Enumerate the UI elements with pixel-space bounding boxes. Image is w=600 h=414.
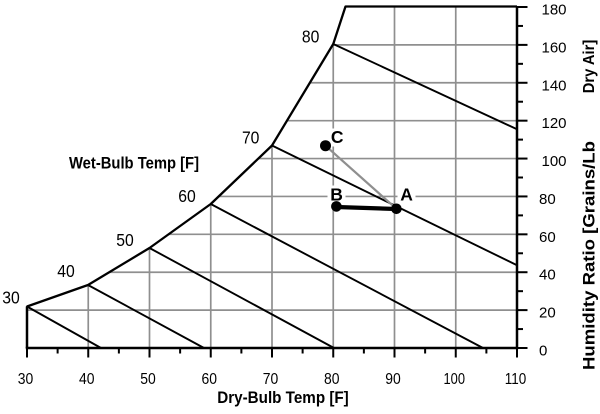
svg-text:50: 50 [116,230,134,250]
svg-text:40: 40 [539,267,556,284]
svg-text:40: 40 [79,371,95,388]
svg-text:80: 80 [539,191,556,208]
svg-text:70: 70 [242,128,260,148]
svg-text:70: 70 [263,371,279,388]
svg-text:A: A [400,185,413,205]
svg-text:90: 90 [385,371,401,388]
svg-text:60: 60 [539,229,556,246]
svg-text:60: 60 [178,186,196,206]
svg-text:110: 110 [505,371,527,388]
svg-text:100: 100 [542,153,567,170]
svg-text:80: 80 [324,371,340,388]
svg-text:30: 30 [18,371,34,388]
svg-text:180: 180 [542,2,567,19]
svg-text:60: 60 [202,371,218,388]
svg-text:140: 140 [542,77,567,94]
svg-text:50: 50 [140,371,156,388]
svg-text:120: 120 [542,115,567,132]
svg-text:160: 160 [542,39,567,56]
svg-text:Humidity Ratio [Grains/Lb: Humidity Ratio [Grains/Lb [580,141,599,370]
svg-text:20: 20 [539,305,556,322]
svg-text:C: C [331,127,344,147]
svg-text:Dry-Bulb Temp [F]: Dry-Bulb Temp [F] [217,388,349,407]
svg-text:30: 30 [2,288,20,308]
svg-text:B: B [330,185,343,205]
svg-text:40: 40 [57,261,75,281]
svg-text:80: 80 [302,27,320,47]
svg-text:100: 100 [444,371,466,388]
svg-text:Dry Air]: Dry Air] [581,40,598,94]
svg-text:0: 0 [539,343,547,360]
svg-text:Wet-Bulb Temp [F]: Wet-Bulb Temp [F] [69,154,199,173]
